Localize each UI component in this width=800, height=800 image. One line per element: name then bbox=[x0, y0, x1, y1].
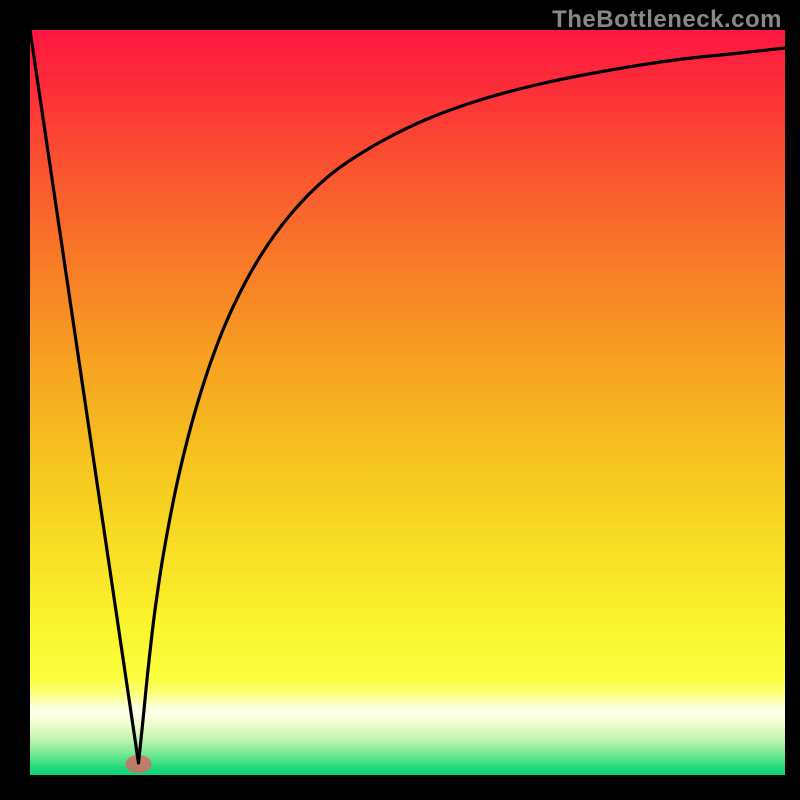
plot-background bbox=[30, 30, 785, 775]
bottleneck-chart bbox=[0, 0, 800, 800]
watermark-text: TheBottleneck.com bbox=[552, 6, 782, 34]
chart-container: TheBottleneck.com bbox=[0, 0, 800, 800]
